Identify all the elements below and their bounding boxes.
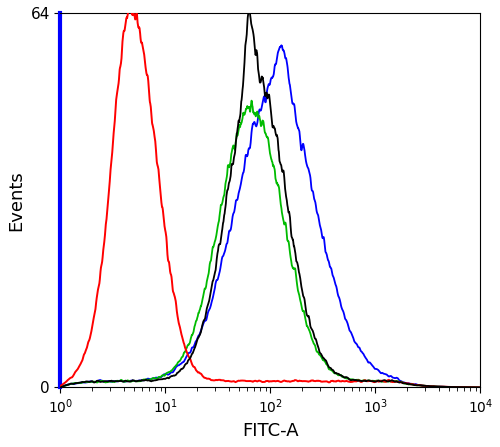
X-axis label: FITC-A: FITC-A — [242, 422, 298, 440]
Y-axis label: Events: Events — [7, 170, 25, 231]
